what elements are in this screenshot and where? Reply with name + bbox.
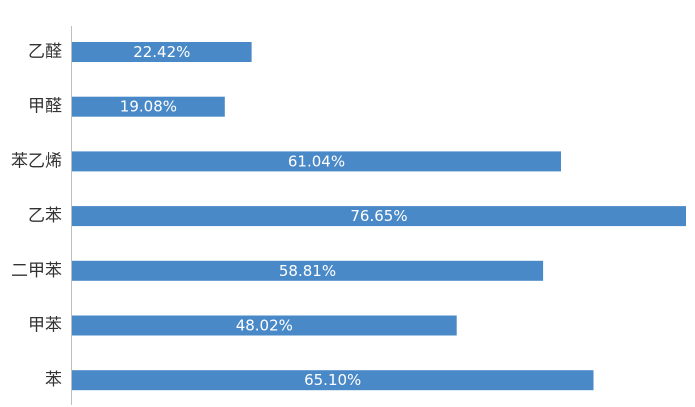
data-label-0: 22.42% bbox=[133, 43, 190, 61]
category-label-4: 二甲苯 bbox=[11, 261, 62, 281]
data-label-5: 48.02% bbox=[236, 317, 293, 335]
bar-4 bbox=[72, 260, 544, 281]
bar-5 bbox=[72, 315, 457, 336]
category-label-2: 苯乙烯 bbox=[11, 151, 62, 171]
bar-2 bbox=[72, 151, 561, 172]
bar-1 bbox=[72, 96, 225, 117]
data-labels-group: 22.42% 19.08% 61.04% 76.65% 58.81% 48.02% 65.1… bbox=[120, 43, 408, 389]
bar-3 bbox=[72, 206, 686, 227]
category-label-5: 甲苯 bbox=[28, 316, 62, 336]
data-label-1: 19.08% bbox=[120, 98, 177, 116]
category-label-3: 乙苯 bbox=[28, 206, 62, 226]
category-label-0: 乙醛 bbox=[28, 42, 62, 62]
data-label-6: 65.10% bbox=[304, 371, 361, 389]
bars-group bbox=[72, 42, 686, 391]
bar-6 bbox=[72, 370, 594, 391]
category-label-6: 苯 bbox=[45, 370, 62, 390]
category-label-1: 甲醛 bbox=[28, 97, 62, 117]
bar-0 bbox=[72, 42, 252, 62]
data-label-2: 61.04% bbox=[288, 152, 345, 170]
data-label-3: 76.65% bbox=[350, 207, 407, 225]
data-label-4: 58.81% bbox=[279, 262, 336, 280]
